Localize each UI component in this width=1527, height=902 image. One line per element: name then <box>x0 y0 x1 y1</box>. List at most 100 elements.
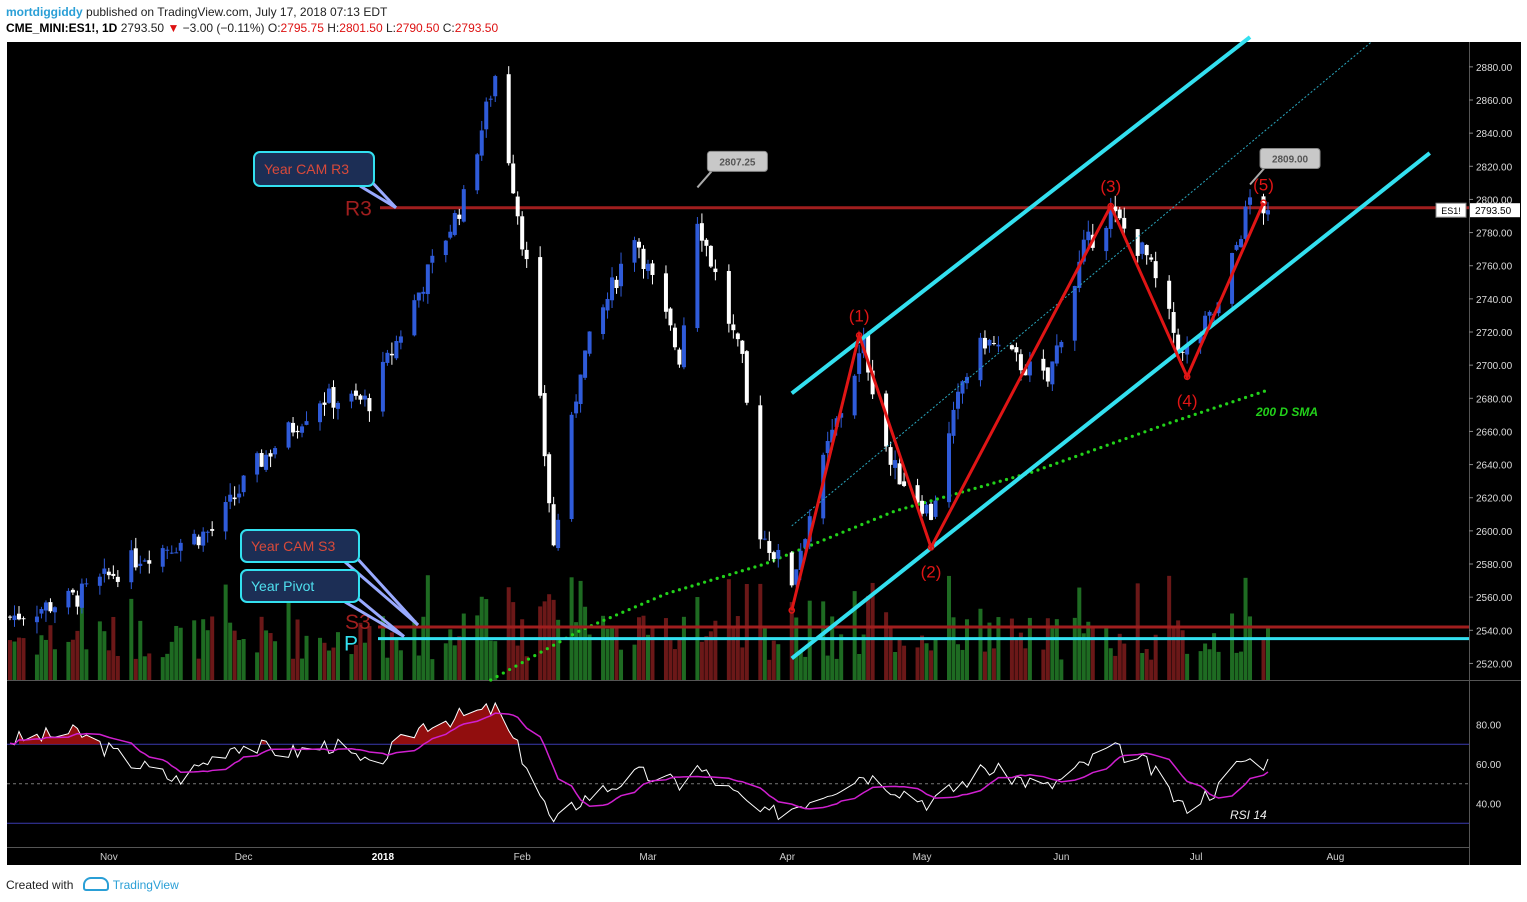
candle-body <box>515 196 520 217</box>
sma-dot <box>1042 466 1046 470</box>
volume-bar <box>237 640 242 680</box>
sma-dot <box>1231 400 1235 404</box>
last-price-value: 2793.50 <box>1475 206 1512 217</box>
price-tick-label: 2800.00 <box>1476 195 1513 206</box>
candle-body <box>291 422 296 433</box>
volume-bar <box>726 579 731 680</box>
volume-bar <box>506 587 511 680</box>
volume-bar <box>1077 587 1082 680</box>
volume-bar <box>48 625 53 680</box>
tradingview-link[interactable]: TradingView <box>112 878 179 892</box>
volume-bar <box>304 635 309 680</box>
sma-dot <box>1193 412 1197 417</box>
volume-bar <box>637 617 641 680</box>
volume-bar <box>960 649 965 680</box>
volume-bar <box>538 606 543 680</box>
author-link[interactable]: mortdiggiddy <box>6 5 83 19</box>
volume-bar <box>789 602 794 680</box>
volume-bar <box>318 637 323 680</box>
volume-bar <box>259 616 264 680</box>
candle-body <box>448 231 453 238</box>
price-tag-box <box>1259 148 1321 170</box>
volume-bar <box>920 635 925 680</box>
sma-dot <box>1206 408 1210 412</box>
channel-mid-line <box>791 41 1372 527</box>
candle-body <box>1149 257 1154 260</box>
volume-bar <box>1108 648 1113 680</box>
volume-bar <box>610 628 615 680</box>
volume-bar <box>744 584 749 680</box>
candle-body <box>129 550 134 583</box>
volume-bar <box>668 640 673 680</box>
sma-dot <box>1036 468 1040 472</box>
candle-body <box>578 374 583 404</box>
volume-bar <box>587 634 592 680</box>
sma-dot <box>508 667 512 672</box>
candle-body <box>735 333 740 340</box>
sma-dot <box>1055 461 1059 465</box>
candle-body <box>839 413 844 418</box>
volume-bar <box>645 634 650 680</box>
volume-bar <box>897 638 902 680</box>
volume-bar <box>893 652 898 680</box>
candle-body <box>318 403 323 423</box>
sma-dot <box>602 618 606 622</box>
candle-body <box>708 245 713 267</box>
high-value: 2801.50 <box>339 21 383 35</box>
volume-bar <box>1009 618 1014 680</box>
sma-dot <box>552 643 556 647</box>
volume-bar <box>1023 648 1028 680</box>
wave-point <box>1260 199 1267 207</box>
sma-dot <box>828 535 832 539</box>
volume-bar <box>1176 620 1181 680</box>
candle-body <box>228 494 233 502</box>
price-tick-label: 2720.00 <box>1476 328 1513 339</box>
sma-dot <box>608 616 612 620</box>
sma-dot <box>1168 421 1172 425</box>
volume-bar <box>43 639 48 680</box>
volume-bar <box>102 631 107 680</box>
candle-body <box>1203 315 1208 333</box>
candle-body <box>174 552 179 554</box>
volume-bar <box>515 645 520 680</box>
volume-bar <box>708 631 713 680</box>
volume-bar <box>97 621 102 680</box>
volume-bar <box>232 630 237 680</box>
candle-body <box>259 453 264 467</box>
candle-body <box>951 409 956 436</box>
time-tick-label: Jun <box>1053 852 1069 863</box>
publish-info: published on TradingView.com, July 17, 2… <box>86 5 388 19</box>
rsi-line <box>9 701 1269 823</box>
price-tick-label: 2540.00 <box>1476 626 1513 637</box>
volume-bar <box>681 616 686 680</box>
volume-bar <box>1081 633 1086 680</box>
volume-bar <box>1239 651 1244 680</box>
sma-dot <box>596 621 600 625</box>
rsi-pane[interactable] <box>7 681 1469 847</box>
candle-body <box>1230 252 1235 304</box>
candle-body <box>641 248 646 269</box>
sma-dot <box>816 540 820 545</box>
candle-body <box>421 291 426 294</box>
candle-body <box>84 583 89 585</box>
candle-body <box>412 300 417 336</box>
candle-body <box>39 609 44 614</box>
candle-body <box>1243 206 1248 239</box>
price-pane[interactable] <box>7 42 1469 680</box>
candle-body <box>672 327 677 348</box>
volume-bar <box>933 638 938 680</box>
volume-bar <box>605 628 610 680</box>
time-tick-label: Jul <box>1190 852 1203 863</box>
volume-bar <box>286 598 291 680</box>
volume-bar <box>1027 617 1032 680</box>
candle-body <box>569 414 574 520</box>
volume-bar <box>1216 651 1221 680</box>
open-value: 2795.75 <box>280 21 324 35</box>
volume-bar <box>619 649 624 680</box>
change-value: −3.00 (−0.11%) <box>182 21 265 35</box>
candle-body <box>771 552 776 560</box>
volume-bar <box>461 613 466 680</box>
volume-bar <box>394 638 399 680</box>
volume-bar <box>758 583 763 680</box>
